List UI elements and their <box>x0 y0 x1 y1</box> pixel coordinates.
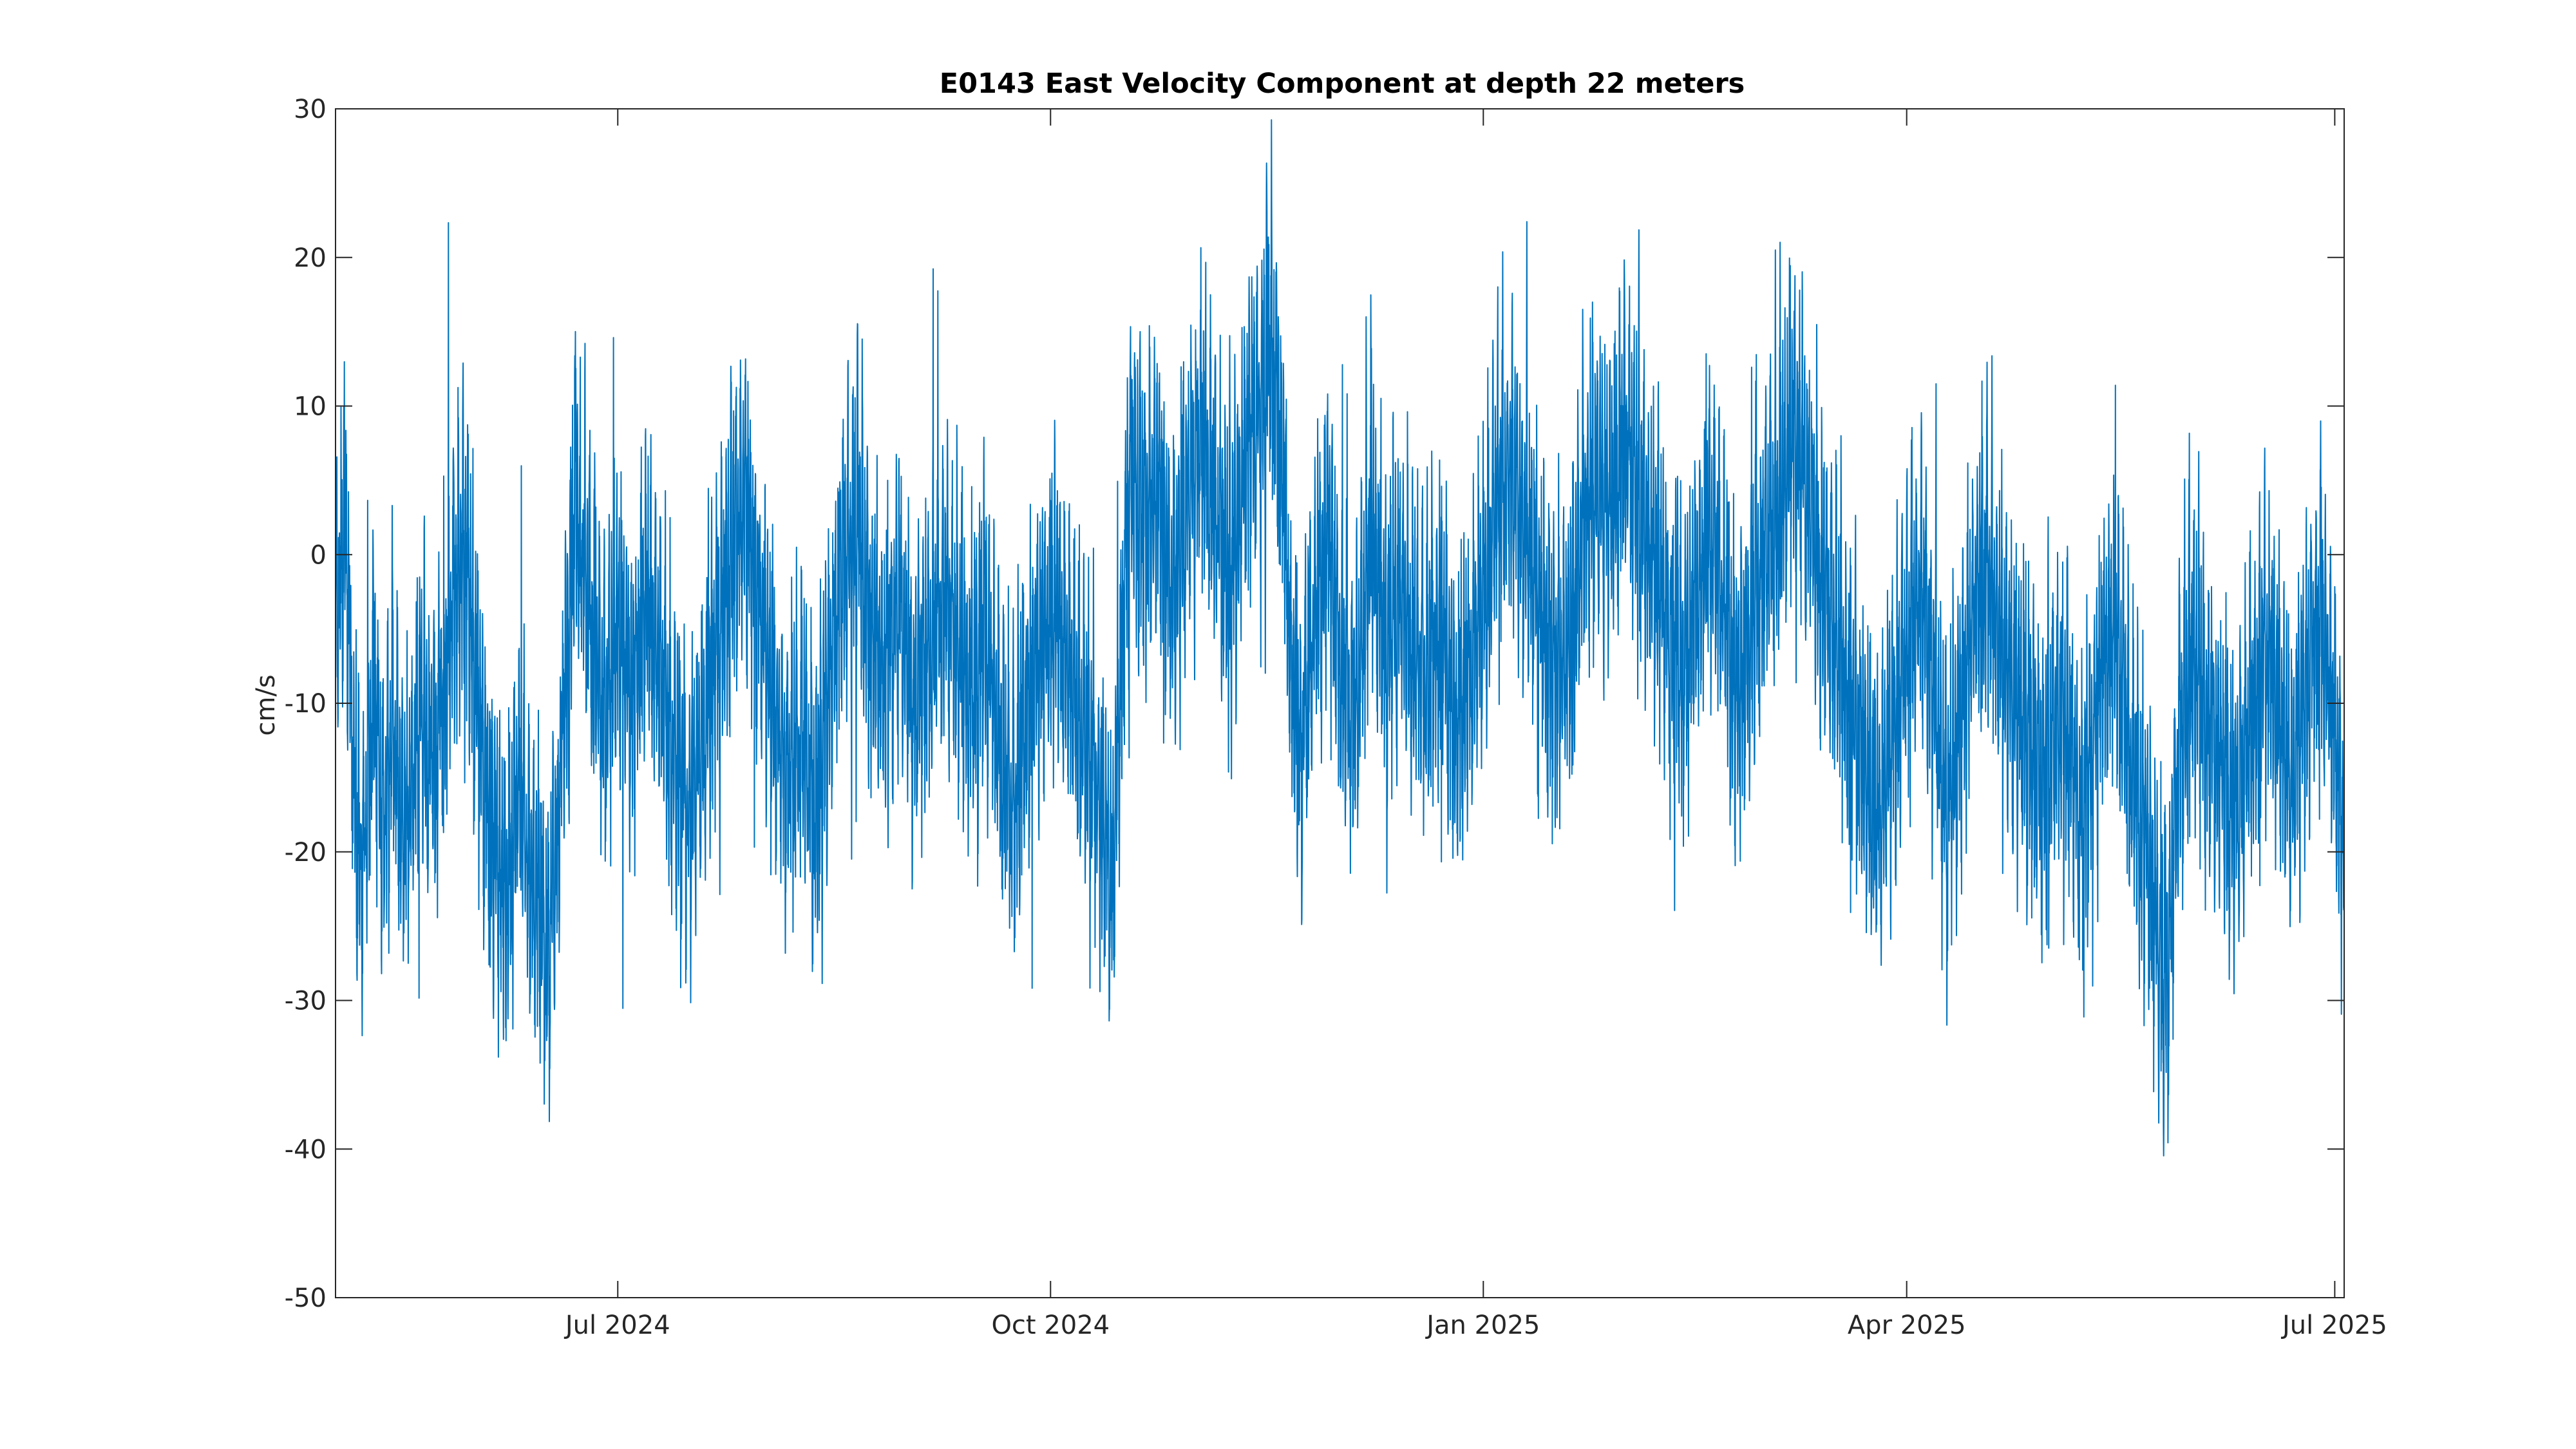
series-line <box>335 119 2345 1157</box>
x-tick-label: Apr 2025 <box>1848 1311 1966 1340</box>
tick-layer: 30 20 10 0 -10 -20 -30 -40 -50 Jul 2024 Oct 2024 Ja… <box>285 95 2387 1340</box>
y-tick-label: 30 <box>294 95 327 124</box>
x-tick-label: Oct 2024 <box>991 1311 1110 1340</box>
y-tick-label: -30 <box>285 987 327 1016</box>
y-tick-label: 0 <box>310 540 327 570</box>
y-axis-label: cm/s <box>251 674 281 735</box>
y-tick-label: -40 <box>285 1135 327 1164</box>
y-tick-label: -50 <box>285 1283 327 1313</box>
x-tick-label: Jan 2025 <box>1425 1311 1540 1340</box>
chart-title: E0143 East Velocity Component at depth 2… <box>940 68 1745 100</box>
x-tick-label: Jul 2025 <box>2280 1311 2387 1340</box>
series-layer <box>335 119 2345 1157</box>
y-tick-label: 10 <box>294 392 327 422</box>
x-tick-label: Jul 2024 <box>564 1311 670 1340</box>
y-tick-label: -20 <box>285 838 327 867</box>
y-tick-label: -10 <box>285 689 327 719</box>
y-tick-label: 20 <box>294 243 327 273</box>
